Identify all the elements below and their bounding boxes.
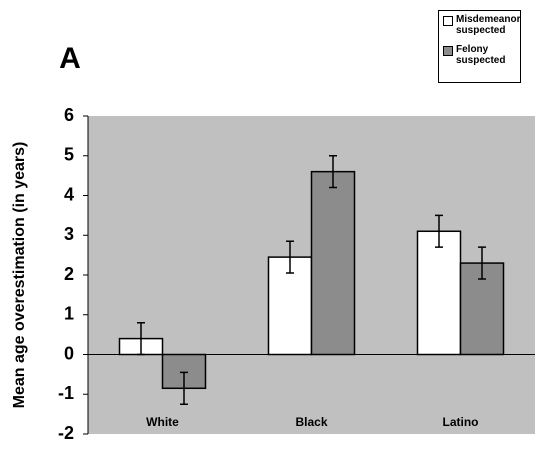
legend-swatch [443, 16, 453, 26]
legend: Misdemeanor suspected Felony suspected [438, 10, 521, 83]
x-tick-label: White [146, 415, 179, 429]
error-bar [180, 371, 188, 405]
bar [310, 170, 356, 356]
error-bar [478, 246, 486, 280]
error-bar [435, 214, 443, 248]
bar [416, 230, 462, 356]
y-tick-label: 4 [64, 184, 74, 204]
legend-label: Felony suspected [456, 44, 506, 66]
legend-item: Misdemeanor suspected [443, 14, 520, 36]
y-tick-label: -1 [58, 383, 74, 403]
y-tick-label: 3 [64, 224, 74, 244]
panel-label: A [59, 42, 81, 75]
legend-label: Misdemeanor suspected [456, 14, 521, 36]
error-bar [329, 155, 337, 189]
y-axis-label: Mean age overestimation (in years) [11, 142, 28, 409]
x-tick-label: Latino [443, 415, 479, 429]
y-tick-label: -2 [58, 423, 74, 443]
legend-item: Felony suspected [443, 44, 516, 66]
x-tick-label: Black [295, 415, 327, 429]
error-bar [286, 240, 294, 274]
error-bar [137, 321, 145, 356]
y-tick-label: 0 [64, 343, 74, 363]
y-tick-label: 2 [64, 264, 74, 284]
legend-swatch [443, 46, 453, 56]
y-tick-label: 6 [64, 105, 74, 125]
y-tick-label: 5 [64, 145, 74, 165]
y-tick-label: 1 [64, 304, 74, 324]
